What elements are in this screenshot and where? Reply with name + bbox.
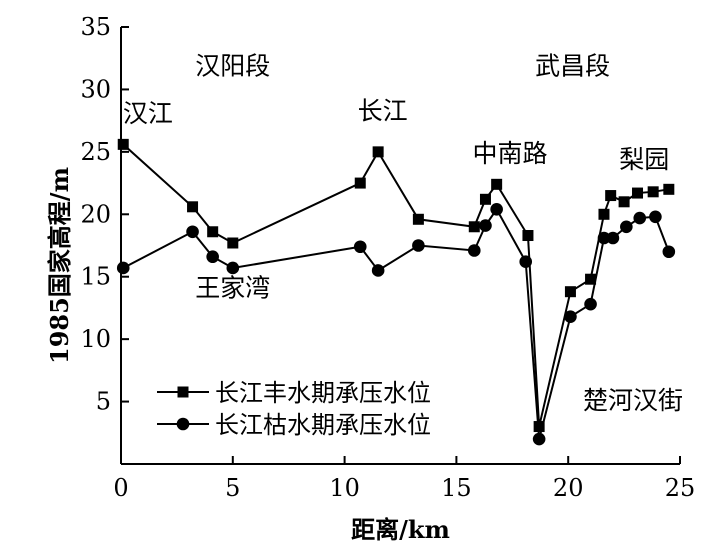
legend-marker <box>176 417 190 431</box>
data-point <box>226 261 240 275</box>
data-point <box>647 186 659 198</box>
data-point <box>479 219 492 232</box>
data-point <box>116 261 130 275</box>
annotation-label: 汉江 <box>123 99 173 128</box>
x-tick-label: 25 <box>665 474 696 502</box>
data-point <box>564 286 576 298</box>
data-point <box>468 221 480 233</box>
data-point <box>519 255 533 269</box>
data-point <box>117 138 129 150</box>
legend-label: 长江枯水期承压水位 <box>215 411 431 439</box>
series-1 <box>117 138 675 433</box>
data-point <box>186 225 199 239</box>
annotation-label: 梨园 <box>619 145 669 174</box>
y-tick-label: 20 <box>80 200 111 228</box>
data-point <box>618 196 630 208</box>
y-tick-label: 10 <box>80 325 111 353</box>
data-point <box>353 240 367 254</box>
series-layer <box>116 138 676 446</box>
annotation-label: 中南路 <box>473 139 548 168</box>
annotation-label: 楚河汉街 <box>583 386 683 415</box>
data-point <box>412 213 424 225</box>
data-point <box>479 193 491 205</box>
x-tick-label: 20 <box>553 474 584 502</box>
axes: 0 5 10 15 20 25 5 10 15 20 25 30 35 距离/km 1985国家高程/m <box>45 13 695 544</box>
legend-label: 长江丰水期承压水位 <box>215 379 431 407</box>
data-point <box>598 208 610 220</box>
data-point <box>605 190 617 202</box>
data-point <box>371 264 385 277</box>
data-point <box>597 231 611 245</box>
y-tick-label: 15 <box>80 263 111 291</box>
annotation-label: 汉阳段 <box>195 51 270 80</box>
data-point <box>227 237 239 249</box>
data-point <box>606 231 620 245</box>
annotation-label: 王家湾 <box>195 274 270 303</box>
y-tick-label: 5 <box>96 388 111 416</box>
series-2 <box>116 202 676 446</box>
legend-entry: 长江丰水期承压水位 <box>157 379 431 407</box>
data-point <box>491 178 503 190</box>
data-point <box>522 230 534 242</box>
data-point <box>584 297 597 311</box>
x-tick-label: 0 <box>113 474 128 502</box>
data-point <box>633 211 647 225</box>
data-point <box>490 202 503 216</box>
x-axis-title: 距离/km <box>351 515 450 544</box>
y-tick-label: 25 <box>80 138 111 166</box>
annotation-label: 长江 <box>358 96 408 125</box>
data-point <box>354 177 366 189</box>
legend-entry: 长江枯水期承压水位 <box>157 411 431 439</box>
data-point <box>564 310 577 323</box>
data-point <box>532 432 546 446</box>
data-point <box>207 226 219 238</box>
data-point <box>649 210 662 224</box>
data-point <box>412 239 425 252</box>
y-tick-label: 30 <box>80 75 111 103</box>
data-point <box>372 146 384 158</box>
data-point <box>585 273 597 285</box>
x-tick-label: 10 <box>329 474 360 502</box>
legend-marker <box>177 386 189 398</box>
data-point <box>663 183 675 195</box>
annotation-label: 武昌段 <box>535 51 610 80</box>
data-point <box>187 201 199 213</box>
x-tick-label: 5 <box>225 474 240 502</box>
data-point <box>467 244 481 257</box>
data-point <box>206 250 219 264</box>
y-tick-label: 35 <box>80 13 111 41</box>
x-tick-label: 15 <box>441 474 472 502</box>
data-point <box>620 220 633 234</box>
data-point <box>632 187 644 199</box>
data-point <box>662 245 676 259</box>
y-axis-title: 1985国家高程/m <box>45 167 74 364</box>
